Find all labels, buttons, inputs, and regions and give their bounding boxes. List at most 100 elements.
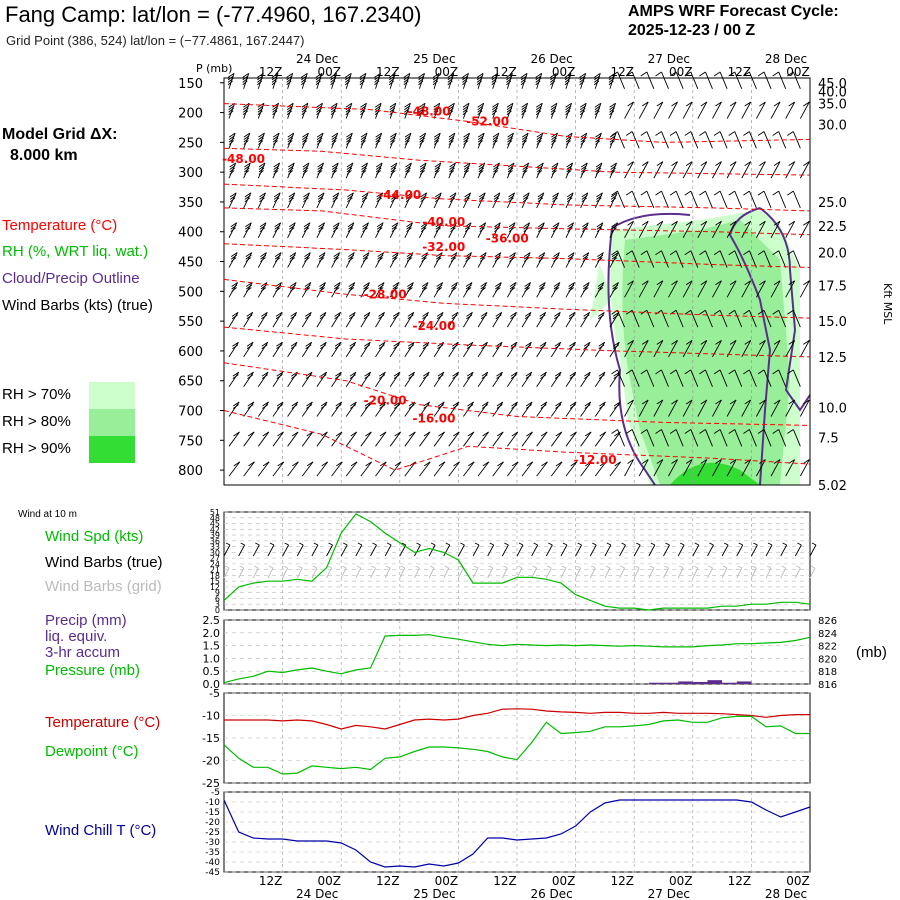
windchill-tick-label: -25: [205, 828, 220, 838]
wind-barb: [741, 459, 752, 477]
wind-barb-feather: [803, 340, 810, 345]
wind-barb-feather: [346, 162, 354, 168]
wind-barb-feather: [271, 78, 278, 83]
wind-barb-feather: [506, 80, 512, 86]
wind-barb-grid: [765, 567, 772, 579]
wind-barb-feather: [715, 161, 722, 166]
wind-barb-feather: [521, 107, 527, 113]
wind-barb-feather: [555, 431, 563, 437]
wind-barb-feather: [540, 374, 547, 380]
wind-tick-label: 15: [210, 577, 220, 586]
wind-barb-feather: [348, 287, 355, 292]
wind-barb-feather: [492, 132, 500, 138]
wind-barb-feather: [477, 135, 484, 140]
wind-barb-true-feather: [328, 542, 333, 546]
wind-barb-grid: [809, 567, 816, 579]
wind-barb-feather: [699, 309, 706, 315]
wind-barb: [565, 371, 577, 387]
wind-barb-feather: [230, 224, 237, 230]
wind-barb-feather: [423, 401, 430, 407]
wind-barb: [741, 280, 752, 298]
wind-barb-feather: [288, 162, 295, 168]
wind-barb-feather: [360, 110, 366, 116]
wind-barb-feather: [655, 250, 662, 256]
wind-barb-feather: [288, 170, 294, 175]
wind-barb: [287, 401, 299, 417]
wind-barb-feather: [595, 162, 603, 168]
wind-barb-feather: [452, 404, 459, 409]
wind-barb: [653, 101, 664, 119]
wind-barb-feather: [406, 224, 413, 230]
wind-barb-feather: [405, 162, 412, 168]
wind-barb: [741, 161, 752, 179]
wind-barb-feather: [566, 162, 573, 168]
wind-barb-feather: [271, 73, 279, 78]
wind-barb-feather: [539, 287, 545, 292]
wind-barb-feather: [319, 314, 326, 320]
wind-barb-feather: [301, 75, 308, 81]
wind-barb-feather: [552, 227, 559, 233]
wind-barb: [748, 250, 757, 268]
wind-barb-feather: [595, 165, 602, 170]
wind-barb: [741, 399, 752, 417]
wind-barb-feather: [772, 131, 779, 136]
wind-tick-label: 24: [210, 560, 220, 569]
wind-barb-feather: [348, 284, 355, 290]
wind-barb-feather: [585, 461, 592, 467]
wind-barb-feather: [232, 371, 240, 377]
wind-barb-feather: [392, 252, 399, 257]
wind-barb: [404, 431, 416, 447]
wind-barb-feather: [594, 78, 600, 83]
wind-barb-feather: [511, 404, 518, 409]
wind-barb-feather: [275, 284, 282, 290]
wind-barb-true: [721, 544, 729, 557]
wind-barb-feather: [728, 309, 735, 315]
wind-barb: [360, 371, 372, 387]
top-date-label: 26 Dec: [530, 52, 572, 66]
wind-barb: [550, 342, 562, 358]
wind-barb-feather: [640, 429, 648, 434]
wind-barb: [375, 401, 387, 417]
wind-barb-feather: [390, 165, 397, 170]
wind-barb-feather: [291, 404, 298, 409]
wind-barb-feather: [521, 135, 528, 140]
wind-barb-feather: [582, 282, 590, 287]
wind-barb-feather: [463, 165, 470, 170]
wind-barb: [477, 431, 489, 447]
wind-barb: [748, 190, 757, 209]
wind-barb-feather: [346, 132, 353, 138]
wind-barb-feather: [757, 309, 765, 315]
wind-barb-feather: [350, 461, 358, 467]
wind-barb-feather: [347, 192, 354, 198]
wind-barb-feather: [245, 227, 251, 233]
wind-barb-true: [223, 544, 231, 557]
wind-barb: [243, 371, 254, 387]
wind-barb-feather: [317, 165, 324, 170]
wind-barb: [404, 342, 415, 358]
windchill-tick-label: -15: [205, 808, 220, 818]
wind-barb-feather: [242, 80, 248, 86]
wind-barb-feather: [245, 224, 252, 230]
wind-barb-feather: [418, 105, 425, 111]
wind-barb-feather: [594, 73, 601, 78]
wind-barb-feather: [332, 194, 339, 200]
wind-barb-feather: [540, 401, 548, 407]
wind-barb-feather: [228, 105, 235, 111]
wind-barb-feather: [303, 197, 309, 203]
wind-barb-feather: [377, 254, 384, 260]
wind-barb-grid-feather: [385, 565, 391, 569]
wind-barb-feather: [274, 257, 281, 262]
wind-barb-feather: [257, 105, 264, 111]
wind-barb-feather: [495, 341, 503, 347]
wind-barb-feather: [289, 284, 296, 290]
wind-barb-feather: [231, 287, 237, 292]
wind-barb-feather: [243, 140, 249, 145]
temperature-contour-label: -48.00: [222, 152, 265, 166]
legend-rh90-swatch: [89, 436, 135, 463]
wind-barb: [463, 312, 473, 328]
wind-barb-feather: [362, 254, 369, 260]
wind-barb-feather: [492, 110, 498, 116]
wind-barb-grid: [296, 567, 303, 579]
wind-barb: [661, 250, 669, 268]
wind-barb-feather: [612, 287, 618, 292]
